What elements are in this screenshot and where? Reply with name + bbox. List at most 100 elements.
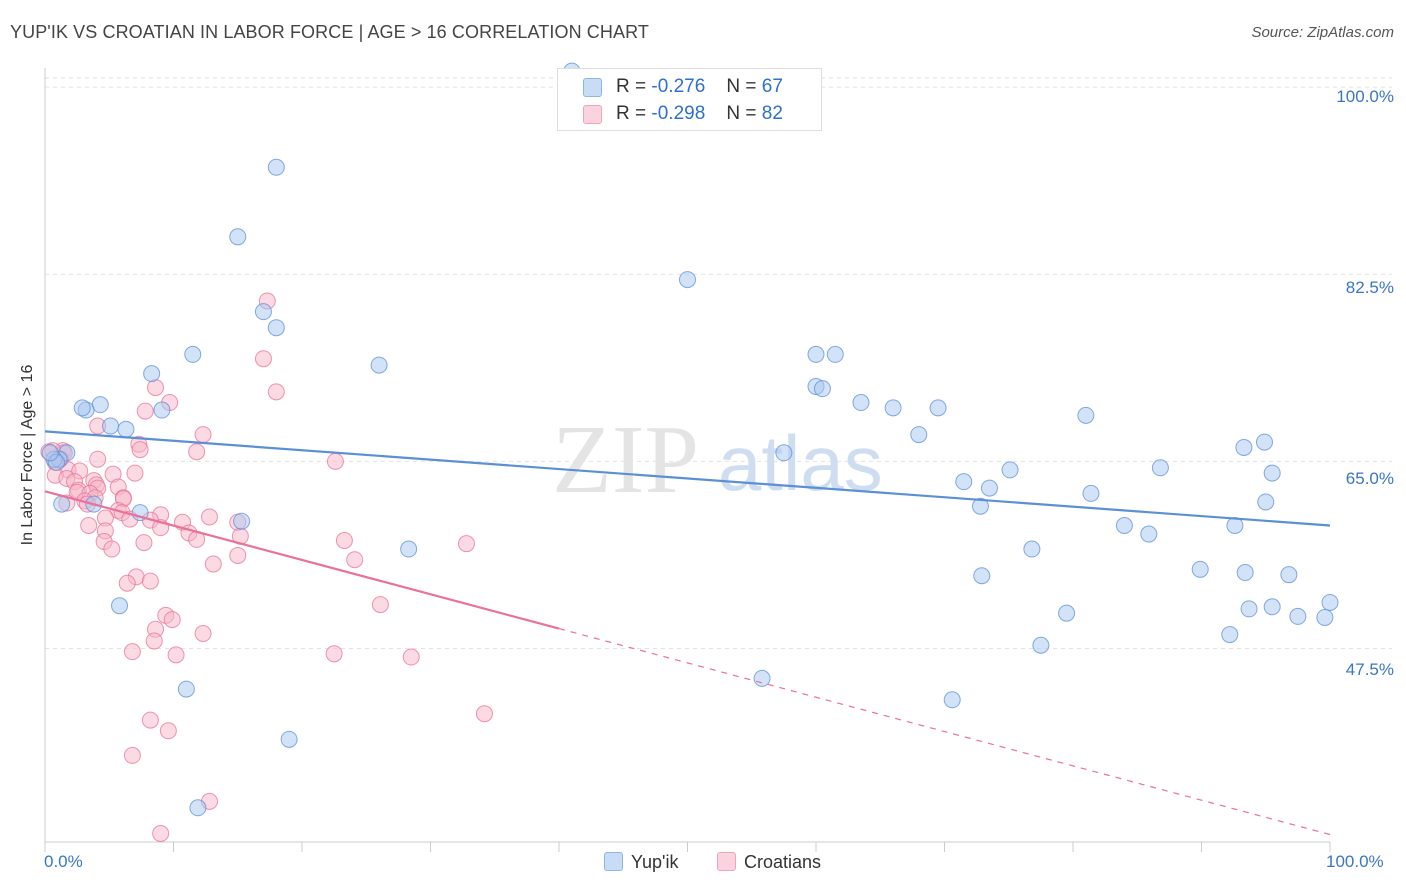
croatians-point xyxy=(89,450,107,468)
yupik-point xyxy=(826,345,844,363)
yupik-point xyxy=(1263,598,1281,616)
yupik-point xyxy=(971,497,989,515)
croatians-points xyxy=(40,292,493,842)
yupik-point xyxy=(973,567,991,585)
yupik-point xyxy=(1257,493,1275,511)
croatians-point xyxy=(131,441,149,459)
yupik-point xyxy=(1316,608,1334,626)
yupik-point xyxy=(1115,517,1133,535)
y-axis-label: In Labor Force | Age > 16 xyxy=(19,364,36,546)
yupik-point xyxy=(884,399,902,417)
yupik-point xyxy=(102,417,120,435)
trend-lines xyxy=(44,430,1331,836)
yupik-point xyxy=(929,399,947,417)
watermark-zip: ZIP xyxy=(552,406,699,514)
yupik-point xyxy=(1032,636,1050,654)
r-label: R = xyxy=(616,76,647,97)
y-tick-label: 100.0% xyxy=(1336,87,1394,106)
yupik-point xyxy=(753,669,771,687)
croatians-point xyxy=(118,574,136,592)
r-label: R = xyxy=(616,103,647,124)
croatians-point xyxy=(126,464,144,482)
yupik-point xyxy=(267,158,285,176)
yupik-point xyxy=(184,345,202,363)
yupik-point xyxy=(91,396,109,414)
croatians-point xyxy=(326,452,344,470)
yupik-point xyxy=(143,365,161,383)
croatians-point xyxy=(188,443,206,461)
yupik-point xyxy=(679,271,696,289)
yupik-point xyxy=(980,479,998,497)
croatians-point xyxy=(123,746,141,764)
croatians-point xyxy=(254,350,272,368)
croatians-point xyxy=(402,648,420,666)
stats-legend: R = -0.276 N = 67 R = -0.298 N = 82 xyxy=(557,68,822,131)
croatians-point xyxy=(194,426,212,444)
croatians-point xyxy=(475,705,493,723)
y-tick-label: 65.0% xyxy=(1345,469,1394,488)
yupik-point xyxy=(1221,626,1239,644)
legend-label-yupik: Yup'ik xyxy=(631,852,679,872)
legend-swatch-croatians xyxy=(583,105,602,124)
yupik-point xyxy=(1023,540,1041,558)
yupik-point xyxy=(1321,593,1339,611)
yupik-point xyxy=(153,401,171,419)
legend-swatch-yupik xyxy=(583,78,602,97)
yupik-point xyxy=(117,420,135,438)
yupik-point xyxy=(1240,600,1258,618)
croatians-point xyxy=(167,646,185,664)
yupik-point xyxy=(1263,464,1281,482)
yupik-point xyxy=(1058,604,1076,622)
croatians-point xyxy=(145,632,163,650)
yupik-point xyxy=(267,319,285,337)
croatians-point xyxy=(267,383,285,401)
watermark: ZIP atlas xyxy=(552,406,883,514)
n-label: N = xyxy=(726,103,757,124)
legend-row-yupik: R = -0.276 N = 67 xyxy=(616,76,783,98)
grid xyxy=(45,77,1392,649)
yupik-point xyxy=(1140,525,1158,543)
x-tick-label: 0.0% xyxy=(44,852,83,871)
croatians-point xyxy=(457,535,475,553)
croatians-point xyxy=(335,531,353,549)
yupik-point xyxy=(177,680,195,698)
bottom-legend-yupik: Yup'ik xyxy=(604,852,678,873)
croatians-point xyxy=(229,546,247,564)
croatians-point xyxy=(204,555,222,573)
yupik-point xyxy=(813,380,831,398)
yupik-point xyxy=(1280,566,1298,584)
croatians-point xyxy=(123,643,141,661)
legend-row-croatians: R = -0.298 N = 82 xyxy=(616,103,783,125)
bottom-legend-croatians: Croatians xyxy=(717,852,821,873)
yupik-point xyxy=(370,356,388,374)
x-tick-label: 100.0% xyxy=(1326,852,1384,871)
yupik-trend-line xyxy=(44,430,1331,527)
yupik-point xyxy=(807,345,825,363)
yupik-point xyxy=(943,691,961,709)
legend-swatch-croatians xyxy=(717,852,736,871)
n-label: N = xyxy=(726,76,757,97)
croatians-point xyxy=(141,711,159,729)
yupik-point xyxy=(1255,433,1273,451)
yupik-point xyxy=(852,394,870,412)
yupik-point xyxy=(1236,564,1254,582)
yupik-point xyxy=(254,303,272,321)
yupik-point xyxy=(1191,560,1209,578)
croatians-trend-line xyxy=(44,490,560,630)
y-tick-label: 82.5% xyxy=(1345,278,1394,297)
yupik-point xyxy=(41,444,59,462)
y-tick-label: 47.5% xyxy=(1345,660,1394,679)
croatians-point xyxy=(136,402,154,420)
chart-title: YUP'IK VS CROATIAN IN LABOR FORCE | AGE … xyxy=(10,22,649,42)
croatians-point xyxy=(371,596,389,614)
yupik-point xyxy=(1151,459,1169,477)
croatians-point xyxy=(152,824,170,842)
croatians-point xyxy=(163,611,181,629)
yupik-point xyxy=(53,495,71,513)
yupik-point xyxy=(1082,484,1100,502)
yupik-point xyxy=(910,426,928,444)
croatians-point xyxy=(80,517,98,535)
source-label: Source: ZipAtlas.com xyxy=(1251,24,1394,41)
croatians-point xyxy=(194,624,212,642)
